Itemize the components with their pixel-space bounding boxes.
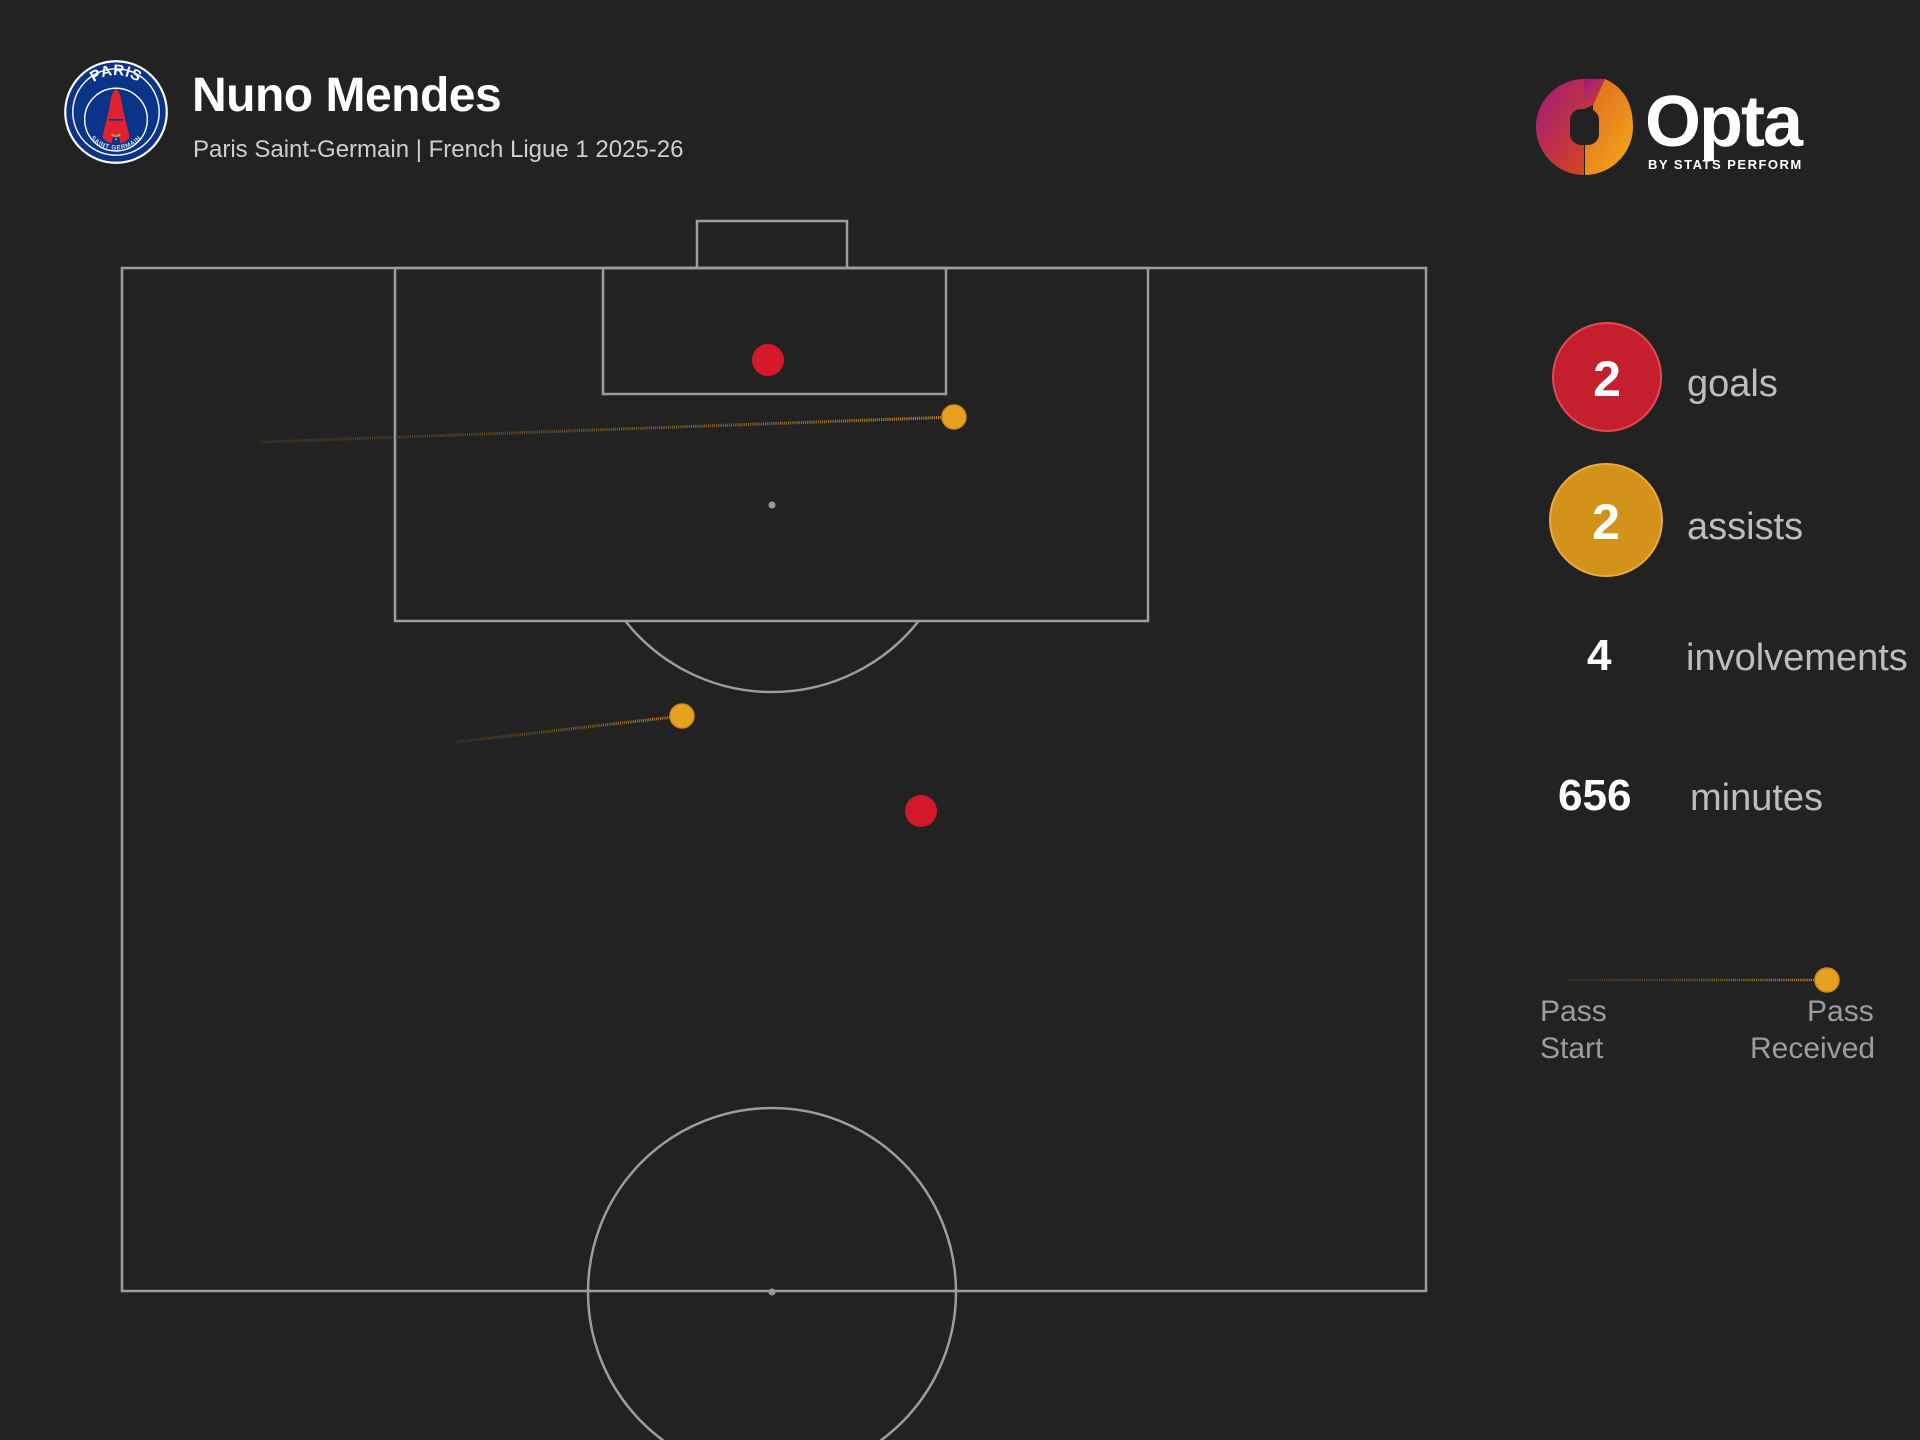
svg-text:2: 2: [1593, 351, 1621, 407]
svg-text:involvements: involvements: [1686, 637, 1908, 679]
svg-text:Pass: Pass: [1540, 995, 1607, 1028]
svg-text:Start: Start: [1540, 1032, 1604, 1065]
svg-text:Pass: Pass: [1807, 995, 1874, 1028]
svg-text:656: 656: [1558, 771, 1631, 820]
svg-text:4: 4: [1587, 631, 1612, 680]
svg-text:2: 2: [1592, 494, 1620, 550]
svg-text:assists: assists: [1687, 506, 1803, 548]
svg-text:minutes: minutes: [1690, 777, 1823, 819]
svg-text:goals: goals: [1687, 363, 1778, 405]
svg-text:Received: Received: [1750, 1032, 1875, 1065]
